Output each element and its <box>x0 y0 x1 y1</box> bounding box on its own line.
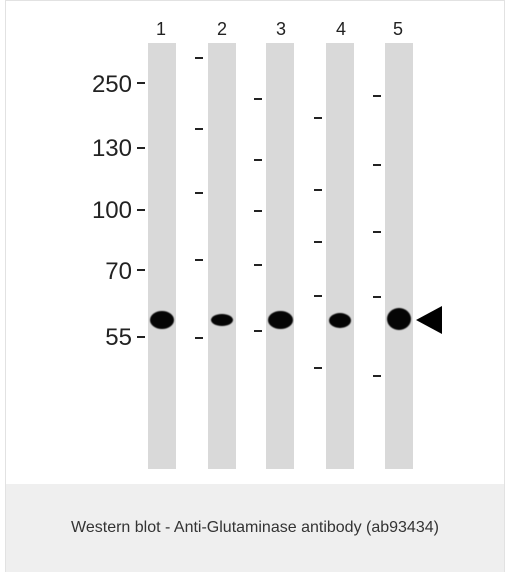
band-lane-4 <box>329 313 351 328</box>
marker-tick <box>137 147 145 149</box>
ladder-tick <box>254 210 262 212</box>
marker-tick <box>137 82 145 84</box>
caption-text: Western blot - Anti-Glutaminase antibody… <box>71 519 439 536</box>
ladder-tick <box>195 192 203 194</box>
ladder-tick <box>254 159 262 161</box>
lane-2 <box>208 43 236 469</box>
lane-number-4: 4 <box>335 19 346 39</box>
ladder-tick <box>195 57 203 59</box>
ladder-tick <box>314 189 322 191</box>
ladder-tick <box>373 164 381 166</box>
band-arrow-icon <box>416 306 442 334</box>
band-lane-1 <box>150 311 174 329</box>
ladder-tick <box>373 95 381 97</box>
ladder-tick <box>195 259 203 261</box>
lane-3 <box>266 43 294 469</box>
ladder-tick <box>254 98 262 100</box>
marker-tick <box>137 269 145 271</box>
band-lane-5 <box>387 308 411 330</box>
ladder-tick <box>314 241 322 243</box>
lane-4 <box>326 43 354 469</box>
ladder-tick <box>373 296 381 298</box>
ladder-tick <box>373 375 381 377</box>
ladder-tick <box>195 128 203 130</box>
ladder-tick <box>314 367 322 369</box>
marker-label-55: 55 <box>105 324 132 351</box>
lane-number-2: 2 <box>216 19 227 39</box>
marker-label-100: 100 <box>91 197 132 224</box>
marker-tick <box>137 209 145 211</box>
band-lane-2 <box>211 314 233 326</box>
marker-label-70: 70 <box>105 258 132 285</box>
ladder-tick <box>373 231 381 233</box>
western-blot-image: 1 2 3 4 5 250 130 100 70 55 <box>6 1 504 484</box>
marker-label-250: 250 <box>91 71 132 98</box>
marker-tick <box>137 336 145 338</box>
marker-label-130: 130 <box>91 135 132 162</box>
figure-frame: 1 2 3 4 5 250 130 100 70 55 <box>5 0 505 572</box>
band-lane-3 <box>268 311 293 329</box>
lane-number-5: 5 <box>392 19 403 39</box>
ladder-tick <box>314 117 322 119</box>
lane-number-3: 3 <box>275 19 286 39</box>
lane-number-1: 1 <box>155 19 166 39</box>
ladder-tick <box>314 295 322 297</box>
ladder-tick <box>254 264 262 266</box>
ladder-tick <box>195 337 203 339</box>
caption-panel: Western blot - Anti-Glutaminase antibody… <box>6 484 504 572</box>
lane-1 <box>148 43 176 469</box>
lane-5 <box>385 43 413 469</box>
ladder-tick <box>254 330 262 332</box>
